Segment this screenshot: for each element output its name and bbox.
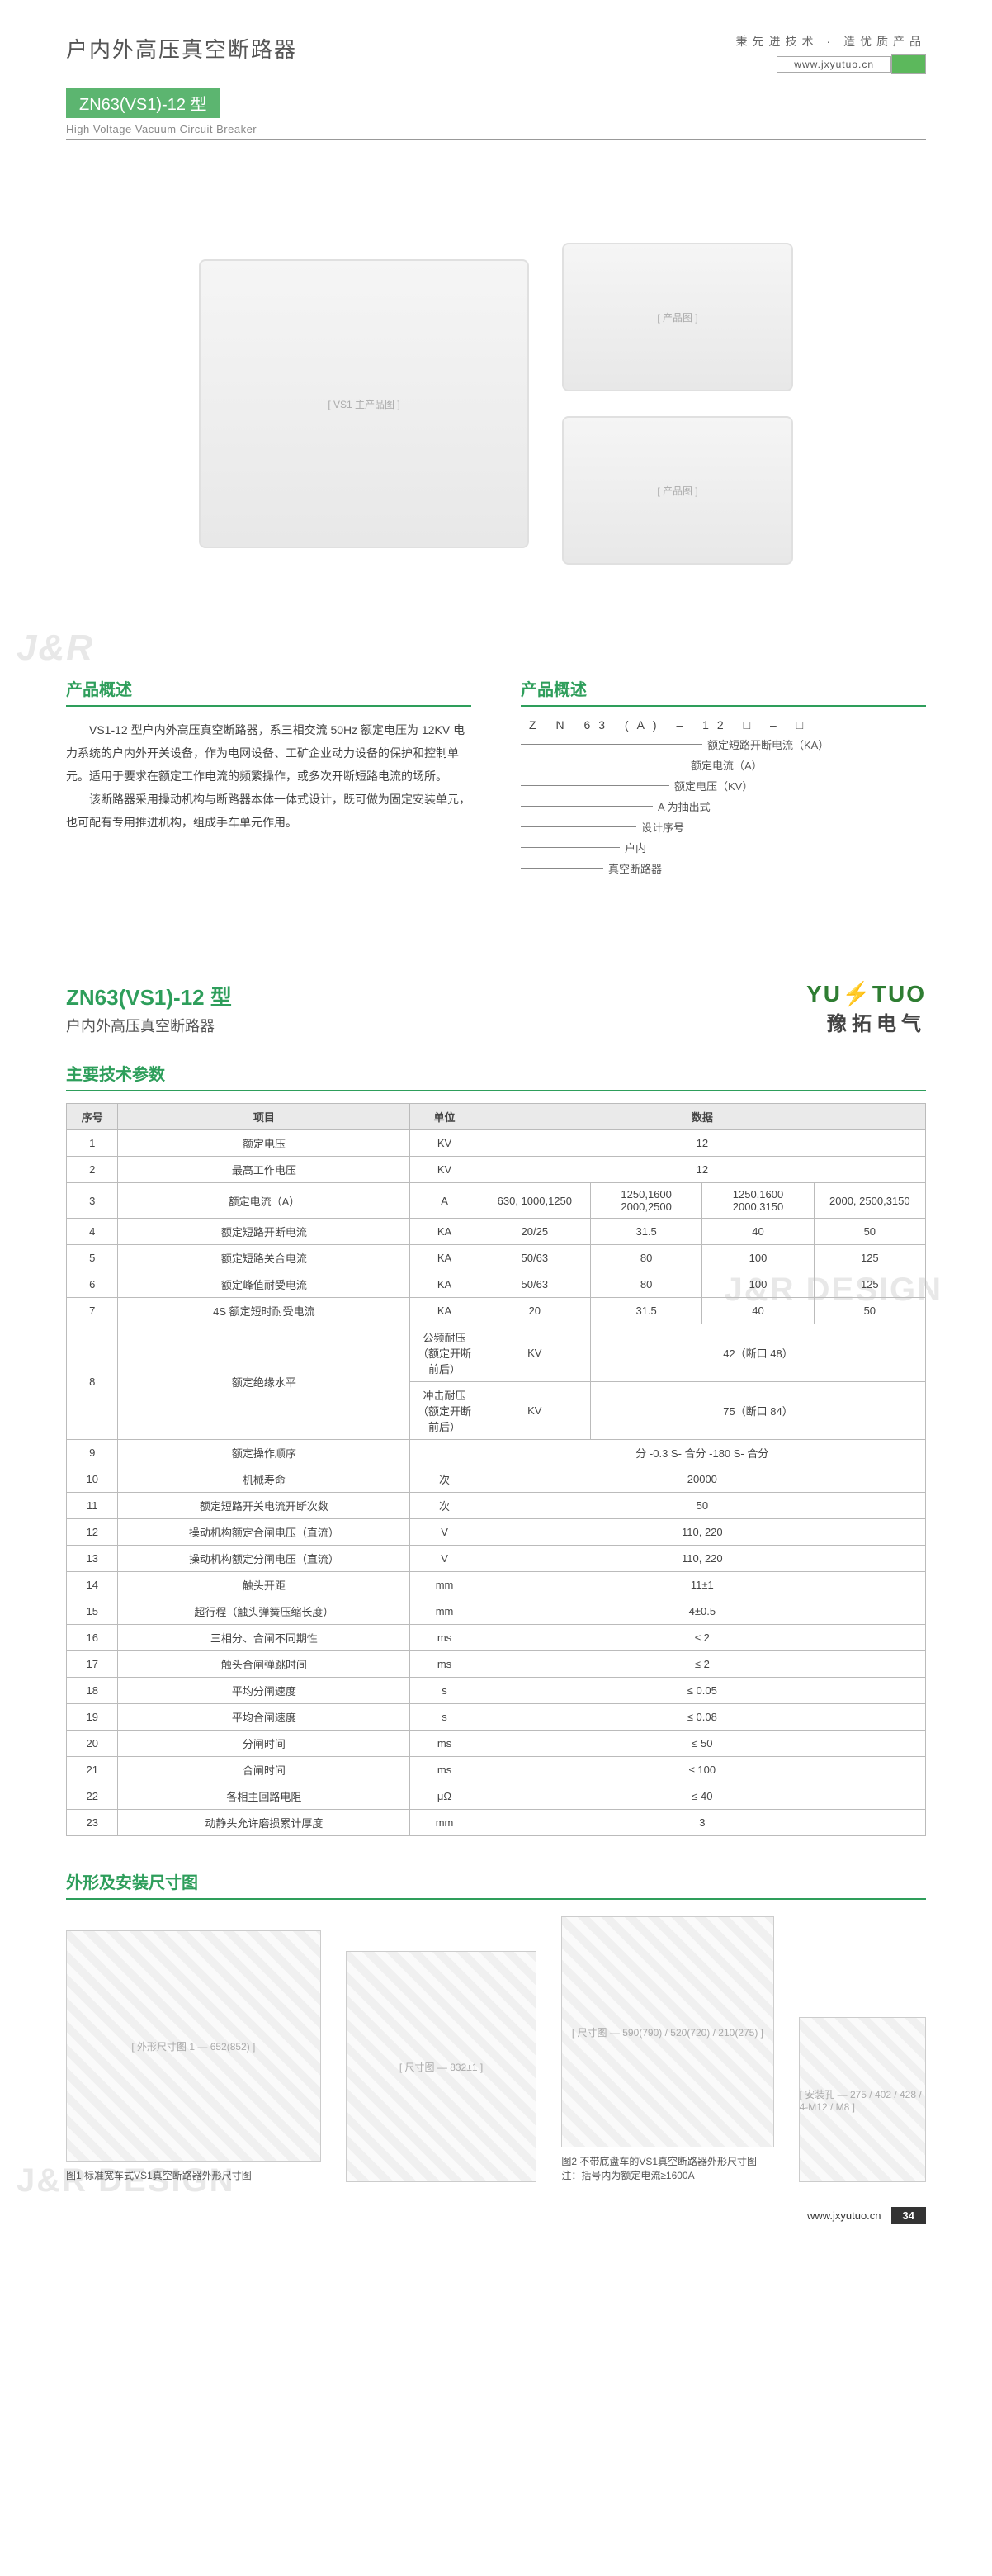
page-title-cn: 户内外高压真空断路器 <box>66 33 297 64</box>
decode-item: A 为抽出式 <box>521 798 926 814</box>
decode-label: 真空断路器 <box>608 860 662 876</box>
dim-fig2a: [ 尺寸图 — 832±1 ] <box>346 1951 537 2182</box>
p2-model: ZN63(VS1)-12 型 <box>66 981 232 1011</box>
dim-fig1-caption: 图1 标准宽车式VS1真空断路器外形尺寸图 <box>66 2168 321 2182</box>
header-url: www.jxyutuo.cn <box>777 56 891 73</box>
logo: YU⚡TUO 豫拓电气 <box>806 980 926 1036</box>
decode-label: 设计序号 <box>641 819 684 835</box>
table-row: 5额定短路关合电流KA50/6380100125 <box>67 1245 926 1271</box>
dim-fig2-caption: 图2 不带底盘车的VS1真空断路器外形尺寸图 注：括号内为额定电流≥1600A <box>561 2154 773 2182</box>
decode-item: 额定电流（A） <box>521 757 926 773</box>
p2-sub: 户内外高压真空断路器 <box>66 1015 232 1036</box>
decode-label: 额定电流（A） <box>691 757 763 773</box>
model-badge: ZN63(VS1)-12 型 <box>66 88 220 118</box>
table-row: 17触头合闸弹跳时间ms≤ 2 <box>67 1651 926 1678</box>
spec-title: 主要技术参数 <box>66 1061 926 1091</box>
table-row: 15超行程（触头弹簧压缩长度）mm4±0.5 <box>67 1598 926 1625</box>
subtitle-en: High Voltage Vacuum Circuit Breaker <box>66 123 926 135</box>
product-main: [ VS1 主产品图 ] <box>199 259 529 548</box>
product-bottom: [ 产品图 ] <box>562 416 793 565</box>
spec-header: 单位 <box>410 1104 479 1130</box>
decode-diagram: Z N 63 (A) – 12 □ – □ 额定短路开断电流（KA） 额定电流（A… <box>521 718 926 876</box>
table-row: 18平均分闸速度s≤ 0.05 <box>67 1678 926 1704</box>
table-row: 1额定电压KV12 <box>67 1130 926 1157</box>
overview-para1: VS1-12 型户内外高压真空断路器，系三相交流 50Hz 额定电压为 12KV… <box>66 718 471 788</box>
decode-title: 产品概述 <box>521 676 926 707</box>
decode-item: 额定电压（KV） <box>521 778 926 793</box>
spec-header: 项目 <box>118 1104 410 1130</box>
dim-fig3: [ 安装孔 — 275 / 402 / 428 / 4-M12 / M8 ] <box>799 2017 926 2182</box>
decode-item: 额定短路开断电流（KA） <box>521 736 926 752</box>
decode-item: 设计序号 <box>521 819 926 835</box>
table-row: 21合闸时间ms≤ 100 <box>67 1757 926 1783</box>
bolt-icon: ⚡ <box>842 981 872 1006</box>
table-row: 9额定操作顺序分 -0.3 S- 合分 -180 S- 合分 <box>67 1440 926 1466</box>
table-row: 2最高工作电压KV12 <box>67 1157 926 1183</box>
dims-title: 外形及安装尺寸图 <box>66 1869 926 1900</box>
slogan: 秉先进技术 · 造优质产品 <box>736 33 926 50</box>
table-row: 11额定短路开关电流开断次数次50 <box>67 1493 926 1519</box>
product-top: [ 产品图 ] <box>562 243 793 391</box>
page-number: 34 <box>891 2207 926 2224</box>
dim-fig2b: [ 尺寸图 — 590(790) / 520(720) / 210(275) ] <box>561 1916 773 2147</box>
table-row: 10机械寿命次20000 <box>67 1466 926 1493</box>
table-row: 13操动机构额定分闸电压（直流）V110, 220 <box>67 1546 926 1572</box>
table-row: 3额定电流（A）A630, 1000,12501250,1600 2000,25… <box>67 1183 926 1219</box>
dim-fig1: [ 外形尺寸图 1 — 652(852) ] <box>66 1930 321 2162</box>
table-row: 4额定短路开断电流KA20/2531.54050 <box>67 1219 926 1245</box>
spec-table: 序号项目单位数据1额定电压KV122最高工作电压KV123额定电流（A）A630… <box>66 1103 926 1836</box>
table-row: 12操动机构额定合闸电压（直流）V110, 220 <box>67 1519 926 1546</box>
table-row: 16三相分、合闸不同期性ms≤ 2 <box>67 1625 926 1651</box>
decode-label: 额定短路开断电流（KA） <box>707 736 829 752</box>
table-row: 23动静头允许磨损累计厚度mm3 <box>67 1810 926 1836</box>
table-row: 74S 额定短时耐受电流KA2031.54050 <box>67 1298 926 1324</box>
footer-url: www.jxyutuo.cn <box>807 2209 881 2222</box>
spec-header: 数据 <box>479 1104 925 1130</box>
table-row: 20分闸时间ms≤ 50 <box>67 1731 926 1757</box>
product-images: [ VS1 主产品图 ] [ 产品图 ] [ 产品图 ] <box>66 156 926 651</box>
logo-en: YU⚡TUO <box>806 980 926 1007</box>
table-row: 8额定绝缘水平公频耐压（额定开断前后）KV42（断口 48） <box>67 1324 926 1382</box>
table-row: 22各相主回路电阻μΩ≤ 40 <box>67 1783 926 1810</box>
header-divider <box>66 139 926 140</box>
url-box[interactable]: www.jxyutuo.cn <box>777 54 926 74</box>
table-row: 14触头开距mm11±1 <box>67 1572 926 1598</box>
logo-cn: 豫拓电气 <box>806 1007 926 1036</box>
decode-item: 真空断路器 <box>521 860 926 876</box>
decode-label: 户内 <box>625 840 646 855</box>
search-icon[interactable] <box>891 54 926 74</box>
decode-code: Z N 63 (A) – 12 □ – □ <box>529 718 926 732</box>
table-row: 6额定峰值耐受电流KA50/6380100125 <box>67 1271 926 1298</box>
overview-title: 产品概述 <box>66 676 471 707</box>
table-row: 19平均合闸速度s≤ 0.08 <box>67 1704 926 1731</box>
overview-para2: 该断路器采用操动机构与断路器本体一体式设计，既可做为固定安装单元，也可配有专用推… <box>66 788 471 834</box>
decode-item: 户内 <box>521 840 926 855</box>
decode-label: A 为抽出式 <box>658 798 711 814</box>
decode-label: 额定电压（KV） <box>674 778 753 793</box>
spec-header: 序号 <box>67 1104 118 1130</box>
